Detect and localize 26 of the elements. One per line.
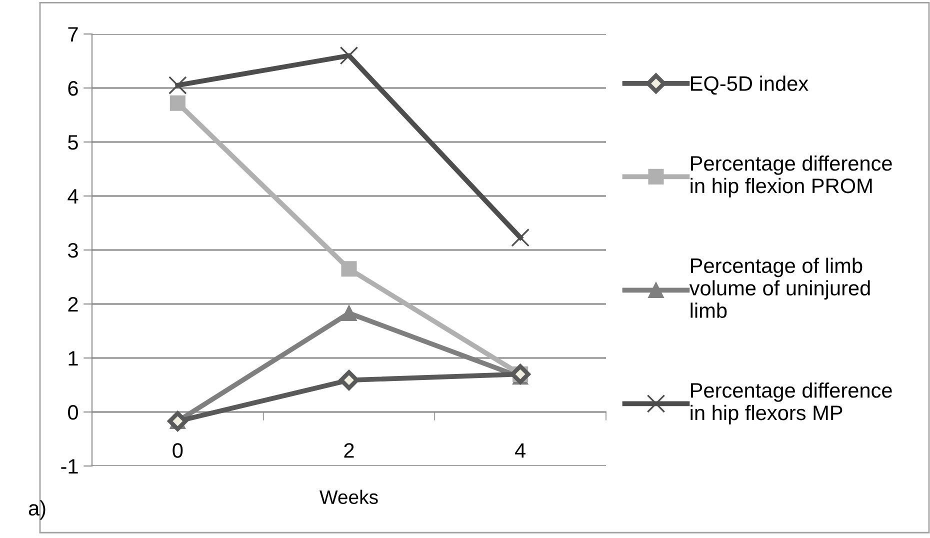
- point: [168, 411, 188, 432]
- point: [168, 76, 187, 94]
- x-axis-title: Weeks: [320, 490, 378, 504]
- y-tick-label: 6: [68, 81, 78, 96]
- legend-label: Percentage difference in hip flexors MP: [690, 382, 892, 424]
- legend-label: Percentage of limb volume of uninjured limb: [689, 258, 870, 318]
- y-tick-label: 2: [68, 297, 78, 312]
- x-tick-label: 2: [344, 443, 354, 458]
- legend-label: EQ-5D index: [691, 76, 808, 95]
- point: [341, 261, 357, 277]
- text: a): [28, 500, 46, 520]
- y-tick-label: -1: [61, 459, 78, 474]
- x-tick-label: 0: [172, 443, 183, 458]
- point: [340, 46, 358, 65]
- legend-label: Percentage difference in hip flexion PROM: [690, 155, 892, 198]
- x-tick-label: 4: [515, 443, 526, 458]
- y-tick-label: 3: [68, 243, 78, 258]
- point: [170, 95, 186, 111]
- y-tick-label: 0: [68, 405, 78, 420]
- y-tick-label: 1: [68, 351, 78, 366]
- point: [341, 305, 357, 321]
- y-tick-label: 4: [68, 189, 78, 204]
- y-tick-label: 7: [68, 27, 78, 42]
- point: [339, 370, 359, 390]
- y-tick-label: 5: [68, 135, 78, 150]
- point: [511, 228, 530, 247]
